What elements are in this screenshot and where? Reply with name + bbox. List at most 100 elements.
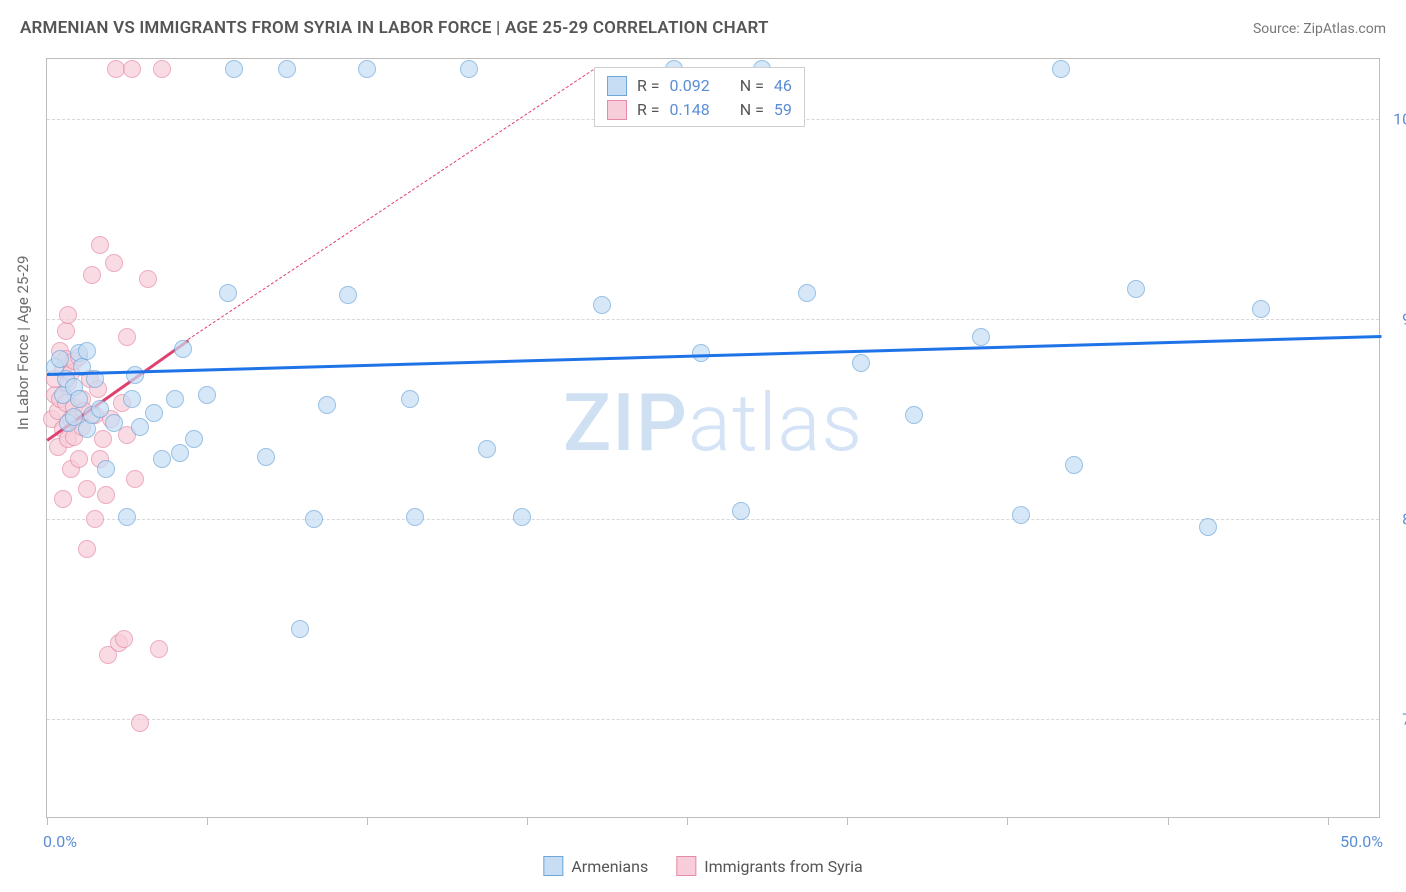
data-point (97, 486, 115, 504)
ytick-label: 90.0% (1389, 310, 1406, 329)
n-label: N = (740, 74, 764, 98)
data-point (291, 620, 309, 638)
data-point (278, 60, 296, 78)
data-point (153, 450, 171, 468)
xtick (1328, 817, 1329, 825)
data-point (97, 460, 115, 478)
legend-label: Immigrants from Syria (704, 857, 862, 876)
data-point (86, 510, 104, 528)
data-point (70, 390, 88, 408)
data-point (145, 404, 163, 422)
data-point (478, 440, 496, 458)
legend-swatch (607, 76, 627, 96)
data-point (166, 390, 184, 408)
n-value: 46 (774, 74, 792, 98)
chart-plot-area: ZIPatlas 70.0%80.0%90.0%100.0%0.0%50.0%R… (46, 58, 1380, 818)
r-value: 0.092 (670, 74, 710, 98)
data-point (798, 284, 816, 302)
trend-line-dashed (188, 69, 594, 340)
legend-swatch (676, 856, 696, 876)
data-point (70, 450, 88, 468)
data-point (57, 322, 75, 340)
legend-item: Immigrants from Syria (676, 856, 862, 876)
r-label: R = (637, 74, 660, 98)
data-point (406, 508, 424, 526)
data-point (358, 60, 376, 78)
data-point (513, 508, 531, 526)
data-point (1065, 456, 1083, 474)
legend-label: Armenians (571, 857, 648, 876)
data-point (1012, 506, 1030, 524)
chart-title: ARMENIAN VS IMMIGRANTS FROM SYRIA IN LAB… (20, 18, 769, 38)
data-point (174, 340, 192, 358)
data-point (318, 396, 336, 414)
data-point (94, 430, 112, 448)
source-label: Source: ZipAtlas.com (1253, 21, 1386, 37)
data-point (123, 390, 141, 408)
data-point (401, 390, 419, 408)
legend-swatch (607, 100, 627, 120)
xtick-label-max: 50.0% (1340, 832, 1383, 851)
data-point (185, 430, 203, 448)
ytick-label: 80.0% (1389, 510, 1406, 529)
xtick (527, 817, 528, 825)
gridline-h (47, 719, 1379, 720)
data-point (1052, 60, 1070, 78)
data-point (257, 448, 275, 466)
legend-swatch (543, 856, 563, 876)
data-point (1252, 300, 1270, 318)
watermark: ZIPatlas (563, 376, 863, 470)
data-point (305, 510, 323, 528)
data-point (59, 306, 77, 324)
legend-item: Armenians (543, 856, 648, 876)
data-point (78, 540, 96, 558)
y-axis-label: In Labor Force | Age 25-29 (14, 256, 32, 430)
data-point (118, 508, 136, 526)
data-point (153, 60, 171, 78)
data-point (225, 60, 243, 78)
n-value: 59 (774, 98, 792, 122)
xtick (687, 817, 688, 825)
xtick-label-min: 0.0% (43, 832, 77, 851)
data-point (105, 414, 123, 432)
data-point (852, 354, 870, 372)
data-point (105, 254, 123, 272)
xtick (47, 817, 48, 825)
data-point (118, 328, 136, 346)
trend-line (47, 335, 1381, 375)
data-point (126, 366, 144, 384)
data-point (732, 502, 750, 520)
data-point (51, 350, 69, 368)
data-point (78, 342, 96, 360)
data-point (150, 640, 168, 658)
legend-row: R =0.148N =59 (607, 98, 792, 122)
data-point (593, 296, 611, 314)
data-point (91, 236, 109, 254)
gridline-h (47, 319, 1379, 320)
xtick (367, 817, 368, 825)
data-point (905, 406, 923, 424)
xtick (207, 817, 208, 825)
xtick (1168, 817, 1169, 825)
xtick (847, 817, 848, 825)
data-point (219, 284, 237, 302)
data-point (339, 286, 357, 304)
ytick-label: 100.0% (1389, 110, 1406, 129)
data-point (198, 386, 216, 404)
data-point (131, 418, 149, 436)
data-point (692, 344, 710, 362)
data-point (91, 400, 109, 418)
n-label: N = (740, 98, 764, 122)
data-point (460, 60, 478, 78)
data-point (972, 328, 990, 346)
data-point (171, 444, 189, 462)
data-point (1127, 280, 1145, 298)
legend-row: R = 0.092 N = 46 (607, 74, 792, 98)
data-point (115, 630, 133, 648)
gridline-h (47, 519, 1379, 520)
r-value: 0.148 (670, 98, 710, 122)
data-point (83, 266, 101, 284)
data-point (126, 470, 144, 488)
data-point (78, 480, 96, 498)
data-point (54, 490, 72, 508)
